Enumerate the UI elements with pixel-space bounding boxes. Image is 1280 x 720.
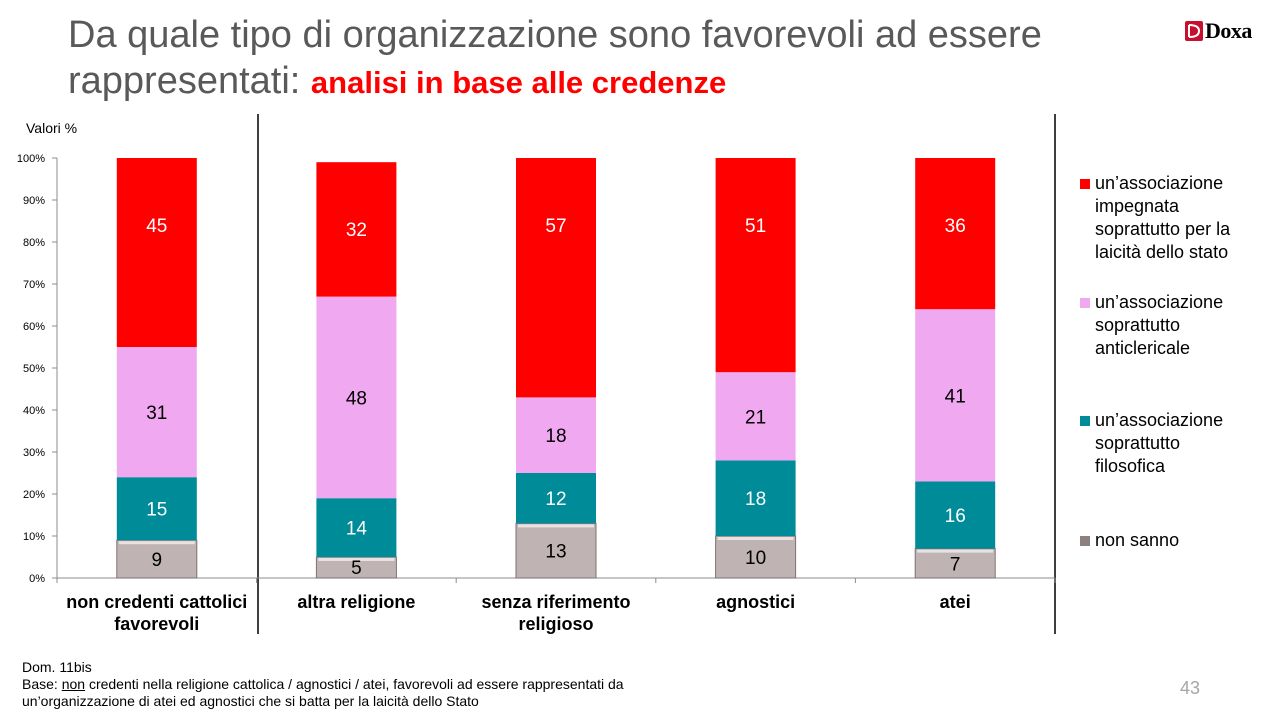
data-label: 13 — [545, 542, 566, 563]
y-tick-label: 20% — [23, 489, 45, 501]
doxa-logo-icon — [1185, 21, 1203, 41]
bar-segment — [316, 162, 397, 297]
footer-question: Dom. 11bis — [22, 659, 92, 675]
y-tick-label: 10% — [23, 531, 45, 543]
data-label: 32 — [346, 220, 367, 241]
values-label: Valori % — [26, 120, 78, 136]
stacked-bar-chart: 0% 10% 20% 30% 40% 50% 60% 70% 80% 90% 100% 9 15 31 45… — [17, 153, 1056, 634]
footer-base: Base: non credenti nella religione catto… — [22, 676, 624, 692]
y-tick-label: 100% — [17, 153, 45, 165]
bar-segment — [915, 309, 996, 482]
legend-label: un’associazione soprattutto filosofica — [1095, 410, 1224, 476]
legend-swatch-pink — [1080, 298, 1090, 308]
slide-title: Da quale tipo di organizzazione sono fav… — [68, 12, 1148, 106]
title-highlight: analisi in base alle credenze — [310, 65, 727, 100]
bar-segment — [116, 347, 197, 478]
bar-segment — [516, 158, 596, 398]
bar-highlight — [717, 537, 794, 540]
legend-label: un’associazione soprattutto anticlericale — [1095, 292, 1224, 358]
legend-item-anticlericale: un’associazione soprattutto anticlericale — [1080, 291, 1223, 360]
data-label: 5 — [351, 558, 362, 579]
data-label: 18 — [745, 489, 766, 510]
legend-swatch-teal — [1080, 416, 1090, 426]
bar-segment — [515, 522, 597, 579]
data-label: 36 — [945, 216, 966, 237]
data-label: 14 — [346, 519, 368, 540]
y-tick-label: 30% — [23, 447, 45, 459]
x-category-label: altra religione — [297, 592, 415, 612]
legend-label: non sanno — [1095, 530, 1180, 550]
x-category-label: senza riferimento — [481, 592, 630, 612]
data-label: 12 — [545, 489, 566, 510]
y-tick-label: 40% — [23, 405, 45, 417]
bar-highlight — [917, 549, 994, 553]
x-category-label: religioso — [518, 614, 593, 634]
x-category-label: favorevoli — [114, 614, 199, 634]
divider-right — [1054, 114, 1056, 634]
page-number: 43 — [1180, 678, 1201, 698]
bar-highlight — [318, 558, 395, 561]
logo-text: Doxa — [1205, 18, 1252, 43]
bar-segment — [516, 397, 596, 473]
data-label: 15 — [146, 500, 167, 521]
title-line-2: rappresentati: analisi in base alle cred… — [68, 58, 1148, 106]
x-category-label: non credenti cattolici — [66, 592, 247, 612]
footer-note: Dom. 11bis Base: non credenti nella reli… — [22, 659, 624, 710]
legend-item-laicita: un’associazione impegnata soprattutto per … — [1080, 172, 1230, 264]
data-label: 18 — [545, 426, 566, 447]
data-label: 10 — [745, 548, 766, 569]
divider-left — [257, 114, 259, 634]
footer-base-continued: un’organizzazione di atei ed agnostici c… — [22, 693, 479, 709]
data-label: 7 — [950, 554, 961, 575]
data-label: 48 — [346, 388, 367, 409]
bar-highlight — [518, 524, 594, 528]
data-label: 21 — [745, 407, 766, 428]
bar-segment — [715, 158, 796, 373]
bar-segment — [915, 158, 996, 310]
legend-item-non-sanno: non sanno — [1080, 529, 1179, 552]
y-tick-label: 70% — [23, 279, 45, 291]
bar-segment — [316, 296, 397, 499]
data-label: 31 — [146, 403, 167, 424]
title-prefix: rappresentati: — [68, 60, 311, 102]
legend-swatch-grey — [1080, 536, 1090, 546]
bar-segment — [116, 539, 198, 579]
x-category-label: atei — [940, 592, 971, 612]
data-label: 41 — [945, 386, 966, 407]
y-tick-label: 50% — [23, 363, 45, 375]
bar-segment — [715, 535, 797, 579]
legend-item-filosofica: un’associazione soprattutto filosofica — [1080, 409, 1223, 478]
bar-segment — [715, 460, 796, 536]
y-tick-label: 60% — [23, 321, 45, 333]
bar-segment — [915, 481, 996, 549]
data-label: 16 — [945, 506, 966, 527]
data-label: 45 — [146, 216, 167, 237]
doxa-logo: Doxa — [1185, 18, 1252, 44]
data-label: 9 — [152, 550, 163, 571]
legend-label: un’associazione impegnata soprattutto per … — [1095, 173, 1231, 262]
bar-highlight — [118, 541, 195, 545]
x-category-label: agnostici — [716, 592, 795, 612]
y-tick-label: 90% — [23, 195, 45, 207]
bar-segment — [116, 477, 197, 541]
legend-swatch-red — [1080, 179, 1090, 189]
y-tick-label: 80% — [23, 237, 45, 249]
bar-segment — [516, 473, 596, 524]
bar-segment — [715, 372, 796, 461]
bar-segment — [116, 158, 197, 347]
bar-segment — [914, 548, 996, 579]
data-label: 57 — [545, 216, 566, 237]
title-line-1: Da quale tipo di organizzazione sono fav… — [68, 14, 1042, 56]
bar-segment — [316, 498, 397, 557]
data-label: 51 — [745, 216, 766, 237]
y-tick-label: 0% — [29, 573, 45, 585]
